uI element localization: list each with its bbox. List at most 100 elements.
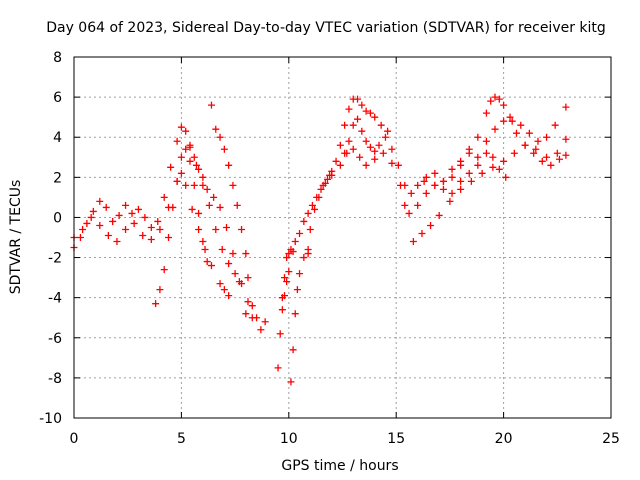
y-tick-label: 0 — [53, 210, 62, 226]
data-point-marker — [182, 127, 190, 135]
data-point-marker — [315, 193, 323, 201]
data-point-marker — [238, 280, 246, 288]
data-point-marker — [244, 274, 252, 282]
y-tick-label: 2 — [53, 170, 62, 186]
data-point-marker — [238, 225, 246, 233]
plot-frame — [73, 56, 612, 419]
data-point-marker — [242, 310, 250, 318]
data-point-marker — [212, 225, 220, 233]
data-point-marker — [418, 229, 426, 237]
data-point-marker — [349, 145, 357, 153]
data-point-marker — [87, 213, 95, 221]
data-point-marker — [188, 205, 196, 213]
data-point-marker — [457, 177, 465, 185]
data-point-marker — [562, 103, 570, 111]
data-point-marker — [207, 262, 215, 270]
data-point-marker — [220, 145, 228, 153]
data-point-marker — [435, 211, 443, 219]
data-point-marker — [231, 270, 239, 278]
data-point-marker — [242, 250, 250, 258]
data-point-marker — [448, 165, 456, 173]
x-tick-label: 15 — [387, 431, 405, 447]
data-point-marker — [283, 254, 291, 262]
series-track-9 — [278, 246, 312, 386]
data-point-marker — [89, 207, 97, 215]
data-point-marker — [465, 169, 473, 177]
data-point-marker — [199, 238, 207, 246]
data-point-marker — [195, 209, 203, 217]
data-point-marker — [229, 181, 237, 189]
data-point-marker — [489, 153, 497, 161]
data-point-marker — [190, 153, 198, 161]
series-track-2 — [70, 169, 215, 270]
data-point-marker — [195, 225, 203, 233]
y-tick-label: 4 — [53, 130, 62, 146]
data-point-marker — [199, 181, 207, 189]
data-point-marker — [216, 203, 224, 211]
data-point-marker — [79, 225, 87, 233]
data-point-marker — [139, 231, 147, 239]
data-point-marker — [491, 93, 499, 101]
data-point-marker — [156, 225, 164, 233]
x-axis-label: GPS time / hours — [281, 458, 398, 474]
y-axis-label: SDTVAR / TECUs — [8, 180, 24, 295]
data-point-marker — [186, 143, 194, 151]
data-point-marker — [336, 141, 344, 149]
series-track-5 — [207, 101, 252, 282]
data-point-marker — [482, 149, 490, 157]
data-point-marker — [293, 286, 301, 294]
data-point-marker — [487, 97, 495, 105]
data-point-marker — [401, 201, 409, 209]
data-point-marker — [261, 318, 269, 326]
data-point-marker — [332, 157, 340, 165]
data-point-marker — [276, 330, 284, 338]
x-tick-label: 0 — [70, 431, 79, 447]
data-point-marker — [225, 260, 233, 268]
data-point-marker — [109, 217, 117, 225]
series-track-6 — [216, 280, 233, 300]
data-point-marker — [300, 217, 308, 225]
data-point-marker — [521, 141, 529, 149]
data-point-marker — [300, 254, 308, 262]
data-point-marker — [304, 209, 312, 217]
x-tick-label: 10 — [280, 431, 298, 447]
data-point-marker — [147, 223, 155, 231]
data-point-marker — [538, 157, 546, 165]
data-point-marker — [345, 105, 353, 113]
data-point-marker — [199, 173, 207, 181]
series-track-7 — [248, 302, 269, 334]
x-tick-label: 5 — [177, 431, 186, 447]
data-point-marker — [377, 121, 385, 129]
data-point-marker — [495, 165, 503, 173]
data-point-marker — [362, 137, 370, 145]
data-point-marker — [122, 201, 130, 209]
data-point-marker — [448, 189, 456, 197]
series-track-3 — [152, 145, 211, 308]
data-point-marker — [257, 326, 265, 334]
data-point-marker — [160, 266, 168, 274]
data-point-marker — [345, 137, 353, 145]
data-point-marker — [439, 177, 447, 185]
y-tick-label: -2 — [48, 251, 62, 267]
data-point-marker — [375, 141, 383, 149]
data-point-marker — [233, 201, 241, 209]
data-point-marker — [216, 133, 224, 141]
data-point-marker — [551, 121, 559, 129]
data-point-marker — [210, 193, 218, 201]
data-point-marker — [555, 155, 563, 163]
data-point-marker — [547, 161, 555, 169]
data-point-marker — [248, 302, 256, 310]
data-point-marker — [482, 109, 490, 117]
y-tick-label: 8 — [53, 50, 62, 66]
data-point-marker — [512, 129, 520, 137]
grid-lines — [74, 57, 611, 418]
data-point-marker — [500, 101, 508, 109]
data-point-marker — [96, 197, 104, 205]
data-point-marker — [431, 169, 439, 177]
data-points — [70, 93, 570, 386]
y-tick-label: -10 — [39, 411, 62, 427]
data-point-marker — [396, 181, 404, 189]
data-point-marker — [223, 223, 231, 231]
data-point-marker — [283, 278, 291, 286]
